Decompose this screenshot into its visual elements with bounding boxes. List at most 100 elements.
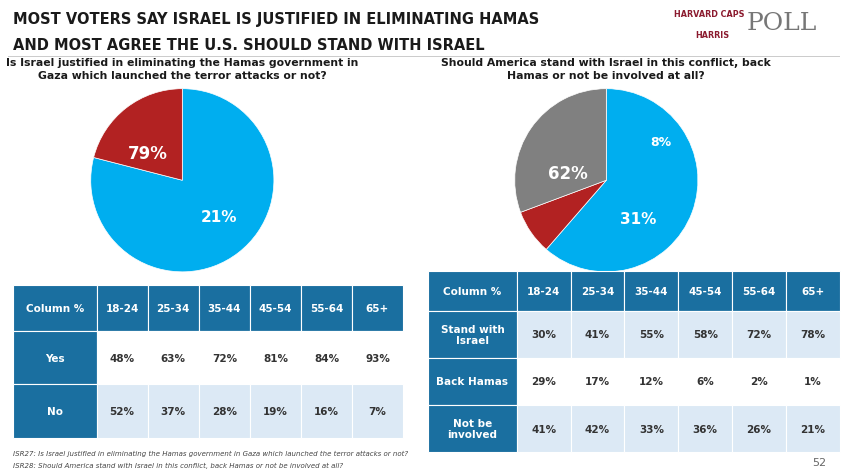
Legend: Yes, No: Yes, No bbox=[134, 280, 231, 303]
Text: Back Hamas: Back Hamas bbox=[437, 377, 509, 387]
FancyBboxPatch shape bbox=[428, 311, 516, 358]
FancyBboxPatch shape bbox=[301, 385, 352, 438]
Text: Column %: Column % bbox=[444, 286, 501, 296]
Text: 21%: 21% bbox=[201, 210, 237, 225]
FancyBboxPatch shape bbox=[301, 286, 352, 331]
FancyBboxPatch shape bbox=[516, 271, 571, 311]
FancyBboxPatch shape bbox=[352, 385, 403, 438]
FancyBboxPatch shape bbox=[428, 405, 516, 452]
Text: 45-54: 45-54 bbox=[259, 304, 293, 313]
FancyBboxPatch shape bbox=[571, 271, 624, 311]
Text: 55-64: 55-64 bbox=[310, 304, 343, 313]
FancyBboxPatch shape bbox=[732, 271, 786, 311]
Text: 65+: 65+ bbox=[801, 286, 824, 296]
FancyBboxPatch shape bbox=[250, 286, 301, 331]
Text: 2%: 2% bbox=[750, 377, 768, 387]
Text: 63%: 63% bbox=[161, 353, 186, 363]
FancyBboxPatch shape bbox=[516, 405, 571, 452]
FancyBboxPatch shape bbox=[571, 311, 624, 358]
Wedge shape bbox=[91, 89, 274, 272]
Text: 65+: 65+ bbox=[365, 304, 389, 313]
Text: 21%: 21% bbox=[801, 424, 825, 434]
Text: 72%: 72% bbox=[212, 353, 237, 363]
Wedge shape bbox=[93, 89, 182, 181]
Text: Stand with
Israel: Stand with Israel bbox=[441, 324, 505, 346]
FancyBboxPatch shape bbox=[678, 358, 732, 405]
Text: MOST VOTERS SAY ISRAEL IS JUSTIFIED IN ELIMINATING HAMAS: MOST VOTERS SAY ISRAEL IS JUSTIFIED IN E… bbox=[13, 12, 539, 27]
Wedge shape bbox=[546, 89, 698, 272]
Text: Yes: Yes bbox=[45, 353, 64, 363]
FancyBboxPatch shape bbox=[97, 331, 148, 385]
Text: 35-44: 35-44 bbox=[208, 304, 241, 313]
FancyBboxPatch shape bbox=[301, 331, 352, 385]
Text: 79%: 79% bbox=[127, 145, 167, 162]
Text: 35-44: 35-44 bbox=[634, 286, 668, 296]
FancyBboxPatch shape bbox=[678, 271, 732, 311]
Text: 18-24: 18-24 bbox=[527, 286, 561, 296]
FancyBboxPatch shape bbox=[148, 385, 198, 438]
Text: 18-24: 18-24 bbox=[105, 304, 139, 313]
Text: 6%: 6% bbox=[696, 377, 714, 387]
Text: 84%: 84% bbox=[314, 353, 339, 363]
Text: POLL: POLL bbox=[746, 12, 817, 35]
FancyBboxPatch shape bbox=[678, 405, 732, 452]
FancyBboxPatch shape bbox=[732, 358, 786, 405]
Text: No: No bbox=[47, 407, 63, 416]
FancyBboxPatch shape bbox=[352, 331, 403, 385]
Text: 52%: 52% bbox=[109, 407, 135, 416]
Text: 42%: 42% bbox=[585, 424, 610, 434]
Text: 62%: 62% bbox=[548, 165, 588, 183]
Text: 55-64: 55-64 bbox=[743, 286, 776, 296]
Text: Not be
involved: Not be involved bbox=[448, 418, 498, 439]
Text: AND MOST AGREE THE U.S. SHOULD STAND WITH ISRAEL: AND MOST AGREE THE U.S. SHOULD STAND WIT… bbox=[13, 38, 484, 53]
Text: 12%: 12% bbox=[639, 377, 664, 387]
FancyBboxPatch shape bbox=[516, 358, 571, 405]
Text: 48%: 48% bbox=[109, 353, 135, 363]
FancyBboxPatch shape bbox=[198, 331, 250, 385]
Text: 7%: 7% bbox=[369, 407, 387, 416]
FancyBboxPatch shape bbox=[571, 358, 624, 405]
Text: 30%: 30% bbox=[531, 330, 556, 339]
FancyBboxPatch shape bbox=[624, 311, 678, 358]
Text: Is Israel justified in eliminating the Hamas government in
Gaza which launched t: Is Israel justified in eliminating the H… bbox=[6, 58, 359, 81]
FancyBboxPatch shape bbox=[352, 286, 403, 331]
FancyBboxPatch shape bbox=[97, 385, 148, 438]
Text: 72%: 72% bbox=[746, 330, 772, 339]
Text: 37%: 37% bbox=[160, 407, 186, 416]
FancyBboxPatch shape bbox=[13, 385, 97, 438]
FancyBboxPatch shape bbox=[250, 331, 301, 385]
Text: 55%: 55% bbox=[639, 330, 664, 339]
FancyBboxPatch shape bbox=[732, 311, 786, 358]
FancyBboxPatch shape bbox=[148, 331, 198, 385]
FancyBboxPatch shape bbox=[624, 271, 678, 311]
FancyBboxPatch shape bbox=[13, 286, 97, 331]
FancyBboxPatch shape bbox=[428, 358, 516, 405]
Text: 8%: 8% bbox=[650, 136, 672, 149]
FancyBboxPatch shape bbox=[428, 271, 516, 311]
Text: 28%: 28% bbox=[212, 407, 237, 416]
Text: HARVARD CAPS: HARVARD CAPS bbox=[674, 10, 745, 19]
Text: 29%: 29% bbox=[531, 377, 556, 387]
Text: 93%: 93% bbox=[365, 353, 390, 363]
FancyBboxPatch shape bbox=[198, 385, 250, 438]
Wedge shape bbox=[521, 181, 606, 250]
FancyBboxPatch shape bbox=[516, 311, 571, 358]
Text: 1%: 1% bbox=[804, 377, 822, 387]
Text: 25-34: 25-34 bbox=[581, 286, 614, 296]
FancyBboxPatch shape bbox=[13, 331, 97, 385]
Text: 25-34: 25-34 bbox=[157, 304, 190, 313]
FancyBboxPatch shape bbox=[250, 385, 301, 438]
Wedge shape bbox=[515, 89, 606, 213]
Text: 81%: 81% bbox=[263, 353, 288, 363]
Text: 17%: 17% bbox=[585, 377, 610, 387]
Text: Should America stand with Israel in this conflict, back
Hamas or not be involved: Should America stand with Israel in this… bbox=[442, 58, 771, 81]
FancyBboxPatch shape bbox=[786, 405, 840, 452]
Text: 19%: 19% bbox=[263, 407, 287, 416]
FancyBboxPatch shape bbox=[97, 286, 148, 331]
FancyBboxPatch shape bbox=[624, 405, 678, 452]
Text: 45-54: 45-54 bbox=[689, 286, 722, 296]
Text: HARRIS: HARRIS bbox=[695, 31, 729, 40]
FancyBboxPatch shape bbox=[678, 311, 732, 358]
FancyBboxPatch shape bbox=[786, 311, 840, 358]
Text: 36%: 36% bbox=[693, 424, 717, 434]
